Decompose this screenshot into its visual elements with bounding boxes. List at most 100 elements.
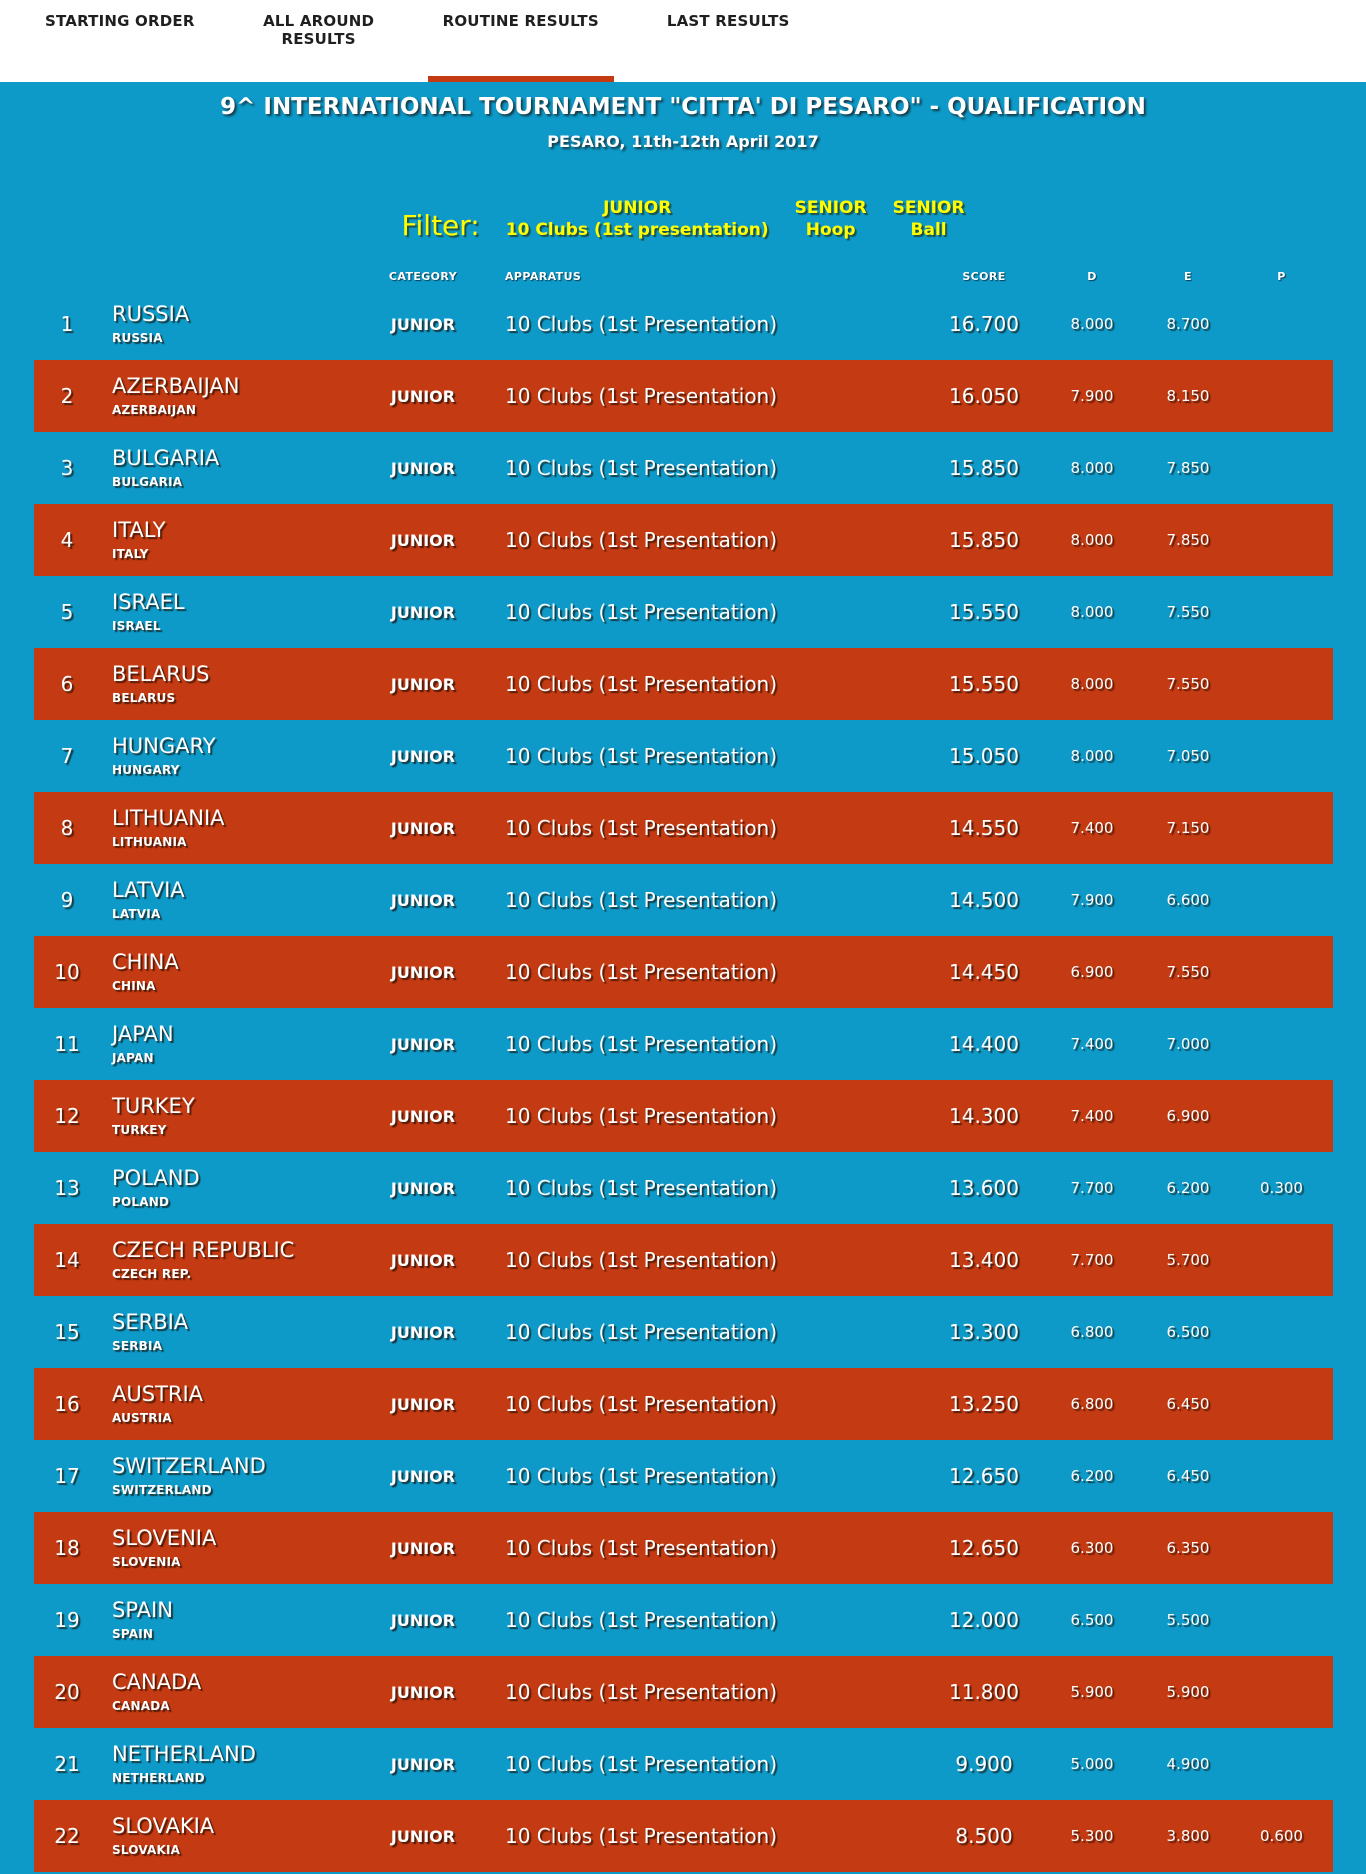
tab-all-around-results[interactable]: ALL AROUND RESULTS [263, 12, 375, 48]
score-cell: 13.300 [949, 1320, 1019, 1344]
country-name: SPAIN [112, 1598, 173, 1622]
apparatus-cell: 10 Clubs (1st Presentation) [505, 528, 778, 552]
header-score: SCORE [962, 270, 1006, 283]
e-score-cell: 7.850 [1166, 459, 1210, 477]
category-cell: JUNIOR [390, 1754, 456, 1774]
p-score-cell: 0.300 [1260, 1179, 1303, 1197]
table-row: 1 RUSSIA RUSSIA JUNIOR 10 Clubs (1st Pre… [34, 288, 1333, 360]
country-name: ISRAEL [112, 590, 185, 614]
country-cell: SWITZERLAND SWITZERLAND [100, 1454, 356, 1498]
e-score-cell: 8.700 [1166, 315, 1210, 333]
country-name: POLAND [112, 1166, 200, 1190]
rank-cell: 21 [54, 1752, 80, 1776]
score-cell: 15.550 [949, 600, 1019, 624]
country-name: CANADA [112, 1670, 202, 1694]
d-score-cell: 7.400 [1070, 1107, 1114, 1125]
e-score-cell: 4.900 [1166, 1755, 1210, 1773]
country-name: AZERBAIJAN [112, 374, 240, 398]
p-score-cell: 0.600 [1260, 1827, 1303, 1845]
e-score-cell: 8.150 [1166, 387, 1210, 405]
country-cell: TURKEY TURKEY [100, 1094, 356, 1138]
category-cell: JUNIOR [390, 530, 456, 550]
category-cell: JUNIOR [390, 818, 456, 838]
apparatus-cell: 10 Clubs (1st Presentation) [505, 1752, 778, 1776]
country-name: SWITZERLAND [112, 1454, 266, 1478]
score-cell: 15.550 [949, 672, 1019, 696]
results-table: CATEGORY APPARATUS SCORE D E P 1 RUSSIA … [34, 250, 1333, 1872]
country-subname: TURKEY [112, 1123, 167, 1137]
header-p-score: P [1277, 270, 1286, 283]
tab-routine-results[interactable]: ROUTINE RESULTS [427, 0, 614, 82]
table-row: 2 AZERBAIJAN AZERBAIJAN JUNIOR 10 Clubs … [34, 360, 1333, 432]
table-row: 18 SLOVENIA SLOVENIA JUNIOR 10 Clubs (1s… [34, 1512, 1333, 1584]
rank-cell: 6 [60, 672, 74, 696]
e-score-cell: 7.000 [1166, 1035, 1210, 1053]
table-row: 22 SLOVAKIA SLOVAKIA JUNIOR 10 Clubs (1s… [34, 1800, 1333, 1872]
apparatus-cell: 10 Clubs (1st Presentation) [505, 672, 778, 696]
filter-option-senior-hoop[interactable]: SENIOR Hoop [795, 198, 867, 242]
country-subname: SERBIA [112, 1339, 163, 1353]
category-cell: JUNIOR [390, 602, 456, 622]
apparatus-cell: 10 Clubs (1st Presentation) [505, 816, 778, 840]
apparatus-cell: 10 Clubs (1st Presentation) [505, 960, 778, 984]
country-subname: NETHERLAND [112, 1771, 205, 1785]
apparatus-cell: 10 Clubs (1st Presentation) [505, 1320, 778, 1344]
country-name: ITALY [112, 518, 166, 542]
country-name: RUSSIA [112, 302, 190, 326]
filter-option-senior-ball[interactable]: SENIOR Ball [893, 198, 965, 242]
d-score-cell: 8.000 [1070, 747, 1114, 765]
table-row: 21 NETHERLAND NETHERLAND JUNIOR 10 Clubs… [34, 1728, 1333, 1800]
country-cell: ITALY ITALY [100, 518, 356, 562]
country-cell: AUSTRIA AUSTRIA [100, 1382, 356, 1426]
d-score-cell: 8.000 [1070, 459, 1114, 477]
category-cell: JUNIOR [390, 962, 456, 982]
rank-cell: 7 [60, 744, 74, 768]
e-score-cell: 6.200 [1166, 1179, 1210, 1197]
rank-cell: 2 [60, 384, 74, 408]
category-cell: JUNIOR [390, 1538, 456, 1558]
score-cell: 16.050 [949, 384, 1019, 408]
score-cell: 14.450 [949, 960, 1019, 984]
d-score-cell: 7.900 [1070, 891, 1114, 909]
rank-cell: 15 [54, 1320, 80, 1344]
score-cell: 15.850 [949, 456, 1019, 480]
tab-last-results[interactable]: LAST RESULTS [666, 12, 790, 30]
apparatus-cell: 10 Clubs (1st Presentation) [505, 888, 778, 912]
country-cell: SLOVENIA SLOVENIA [100, 1526, 356, 1570]
tab-starting-order[interactable]: STARTING ORDER [45, 12, 195, 30]
apparatus-cell: 10 Clubs (1st Presentation) [505, 1392, 778, 1416]
country-subname: CZECH REP. [112, 1267, 192, 1281]
header-category: CATEGORY [388, 270, 458, 283]
country-subname: JAPAN [112, 1051, 154, 1065]
country-subname: SPAIN [112, 1627, 154, 1641]
country-subname: CHINA [112, 979, 156, 993]
table-row: 19 SPAIN SPAIN JUNIOR 10 Clubs (1st Pres… [34, 1584, 1333, 1656]
score-cell: 11.800 [949, 1680, 1019, 1704]
country-subname: SLOVAKIA [112, 1843, 181, 1857]
country-name: TURKEY [112, 1094, 195, 1118]
country-subname: BULGARIA [112, 475, 183, 489]
header-d-score: D [1087, 270, 1097, 283]
rank-cell: 4 [60, 528, 74, 552]
country-name: SLOVAKIA [112, 1814, 215, 1838]
rank-cell: 1 [60, 312, 74, 336]
country-subname: AZERBAIJAN [112, 403, 197, 417]
table-row: 3 BULGARIA BULGARIA JUNIOR 10 Clubs (1st… [34, 432, 1333, 504]
country-cell: CZECH REPUBLIC CZECH REP. [100, 1238, 356, 1282]
results-page: 9^ INTERNATIONAL TOURNAMENT "CITTA' DI P… [0, 82, 1366, 1872]
country-name: HUNGARY [112, 734, 216, 758]
country-cell: BULGARIA BULGARIA [100, 446, 356, 490]
category-cell: JUNIOR [390, 890, 456, 910]
score-cell: 14.300 [949, 1104, 1019, 1128]
filter-option-junior-clubs[interactable]: JUNIOR 10 Clubs (1st presentation) [506, 198, 769, 242]
page-subtitle: PESARO, 11th-12th April 2017 [547, 132, 819, 151]
header-e-score: E [1184, 270, 1192, 283]
apparatus-cell: 10 Clubs (1st Presentation) [505, 600, 778, 624]
country-name: BELARUS [112, 662, 210, 686]
d-score-cell: 8.000 [1070, 531, 1114, 549]
d-score-cell: 6.900 [1070, 963, 1114, 981]
country-cell: ISRAEL ISRAEL [100, 590, 356, 634]
table-row: 8 LITHUANIA LITHUANIA JUNIOR 10 Clubs (1… [34, 792, 1333, 864]
rank-cell: 14 [54, 1248, 80, 1272]
country-subname: LATVIA [112, 907, 161, 921]
